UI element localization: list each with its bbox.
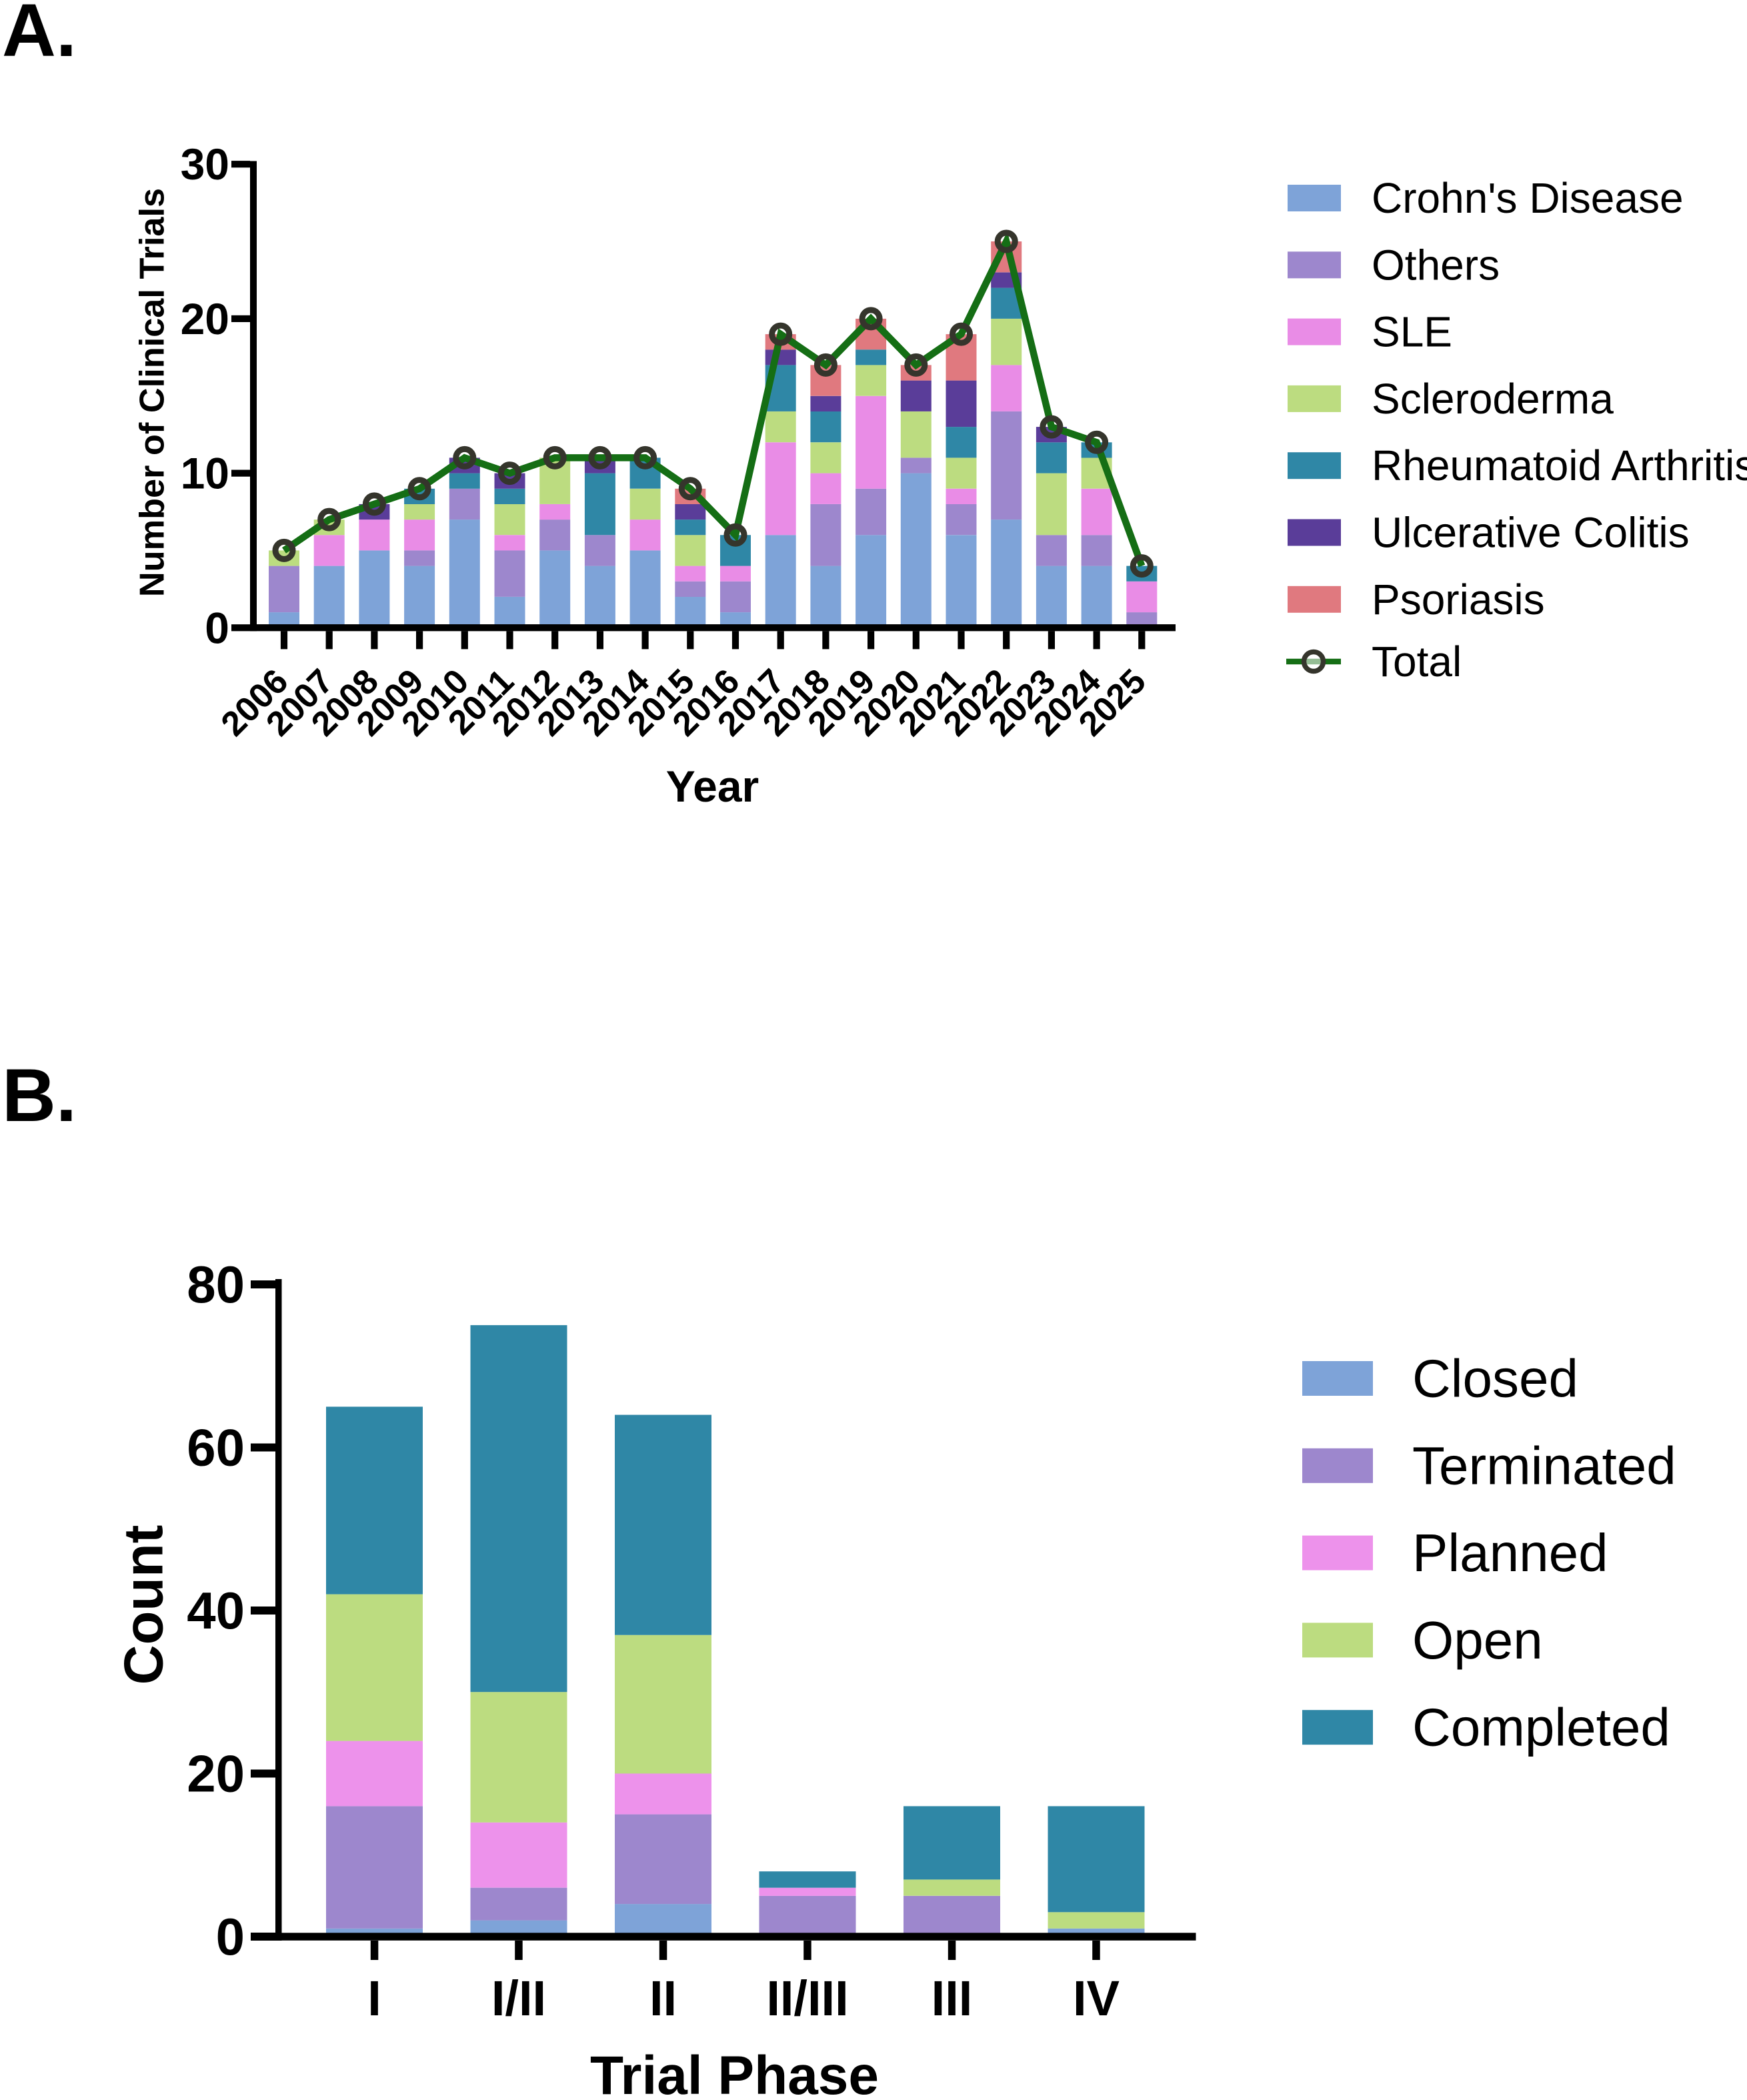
svg-text:40: 40 — [187, 1581, 245, 1640]
svg-text:B.: B. — [2, 1054, 77, 1137]
svg-text:II: II — [649, 1971, 677, 2026]
svg-text:III: III — [932, 1971, 973, 2026]
svg-text:30: 30 — [181, 139, 229, 189]
svg-text:SLE: SLE — [1372, 308, 1452, 356]
svg-text:Crohn's Disease: Crohn's Disease — [1372, 174, 1684, 222]
svg-text:Ulcerative Colitis: Ulcerative Colitis — [1372, 509, 1690, 557]
svg-text:Closed: Closed — [1412, 1349, 1578, 1408]
svg-text:10: 10 — [181, 449, 229, 498]
svg-text:20: 20 — [181, 294, 229, 343]
svg-text:Scleroderma: Scleroderma — [1372, 375, 1614, 423]
svg-text:IV: IV — [1073, 1971, 1120, 2026]
svg-text:A.: A. — [2, 0, 77, 72]
svg-text:Completed: Completed — [1412, 1698, 1670, 1757]
svg-text:Open: Open — [1412, 1611, 1543, 1670]
svg-text:I: I — [367, 1971, 381, 2026]
svg-text:Year: Year — [666, 762, 759, 811]
svg-text:20: 20 — [187, 1745, 245, 1803]
svg-text:60: 60 — [187, 1418, 245, 1477]
svg-text:Planned: Planned — [1412, 1523, 1608, 1583]
svg-text:80: 80 — [187, 1255, 245, 1314]
svg-text:Psoriasis: Psoriasis — [1372, 576, 1545, 624]
svg-text:Terminated: Terminated — [1412, 1436, 1676, 1495]
svg-text:Count: Count — [113, 1525, 175, 1685]
svg-text:0: 0 — [205, 603, 229, 652]
svg-text:I/II: I/II — [491, 1971, 546, 2026]
svg-text:II/III: II/III — [766, 1971, 848, 2026]
svg-text:Trial Phase: Trial Phase — [590, 2045, 879, 2100]
svg-text:Others: Others — [1372, 241, 1500, 289]
svg-text:Total: Total — [1372, 638, 1462, 686]
svg-text:Number of Clinical Trials: Number of Clinical Trials — [133, 188, 172, 597]
svg-text:0: 0 — [216, 1907, 245, 1966]
svg-text:Rheumatoid Arthritis: Rheumatoid Arthritis — [1372, 441, 1747, 489]
